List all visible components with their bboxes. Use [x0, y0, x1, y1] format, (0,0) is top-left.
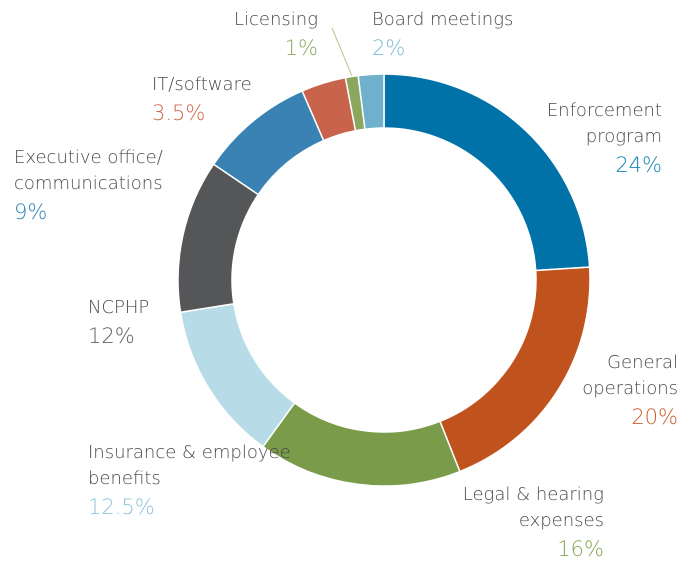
value-label: 24% [615, 153, 662, 177]
leader-line [331, 27, 353, 77]
value-label: 9% [14, 200, 48, 224]
value-label: 1% [284, 36, 318, 60]
category-label: Board meetings [372, 9, 514, 30]
segment-label: NCPHP 12% [88, 295, 208, 351]
value-label: 3.5% [152, 101, 206, 125]
segment-label: Executive office/ communications 9% [14, 145, 199, 227]
category-label: Insurance & employee benefits [88, 442, 291, 489]
category-label: Legal & hearing expenses [462, 484, 604, 531]
category-label: IT/software [152, 74, 252, 95]
segment-label: IT/software 3.5% [152, 72, 282, 128]
segment-label: General operations 20% [560, 350, 678, 432]
segment-label: Board meetings 2% [372, 7, 552, 63]
category-label: General operations [582, 352, 678, 399]
segment-label: Enforcement program 24% [500, 98, 662, 180]
value-label: 12% [88, 324, 135, 348]
value-label: 2% [372, 36, 406, 60]
category-label: Executive office/ communications [14, 147, 163, 194]
value-label: 16% [557, 537, 604, 561]
category-label: NCPHP [88, 297, 150, 318]
segment-label: Licensing 1% [168, 7, 318, 63]
category-label: Licensing [234, 9, 318, 30]
value-label: 12.5% [88, 495, 155, 519]
donut-segment [357, 73, 385, 131]
value-label: 20% [631, 405, 678, 429]
segment-label: Legal & hearing expenses 16% [420, 482, 604, 561]
segment-label: Insurance & employee benefits 12.5% [88, 440, 298, 522]
category-label: Enforcement program [546, 100, 662, 147]
